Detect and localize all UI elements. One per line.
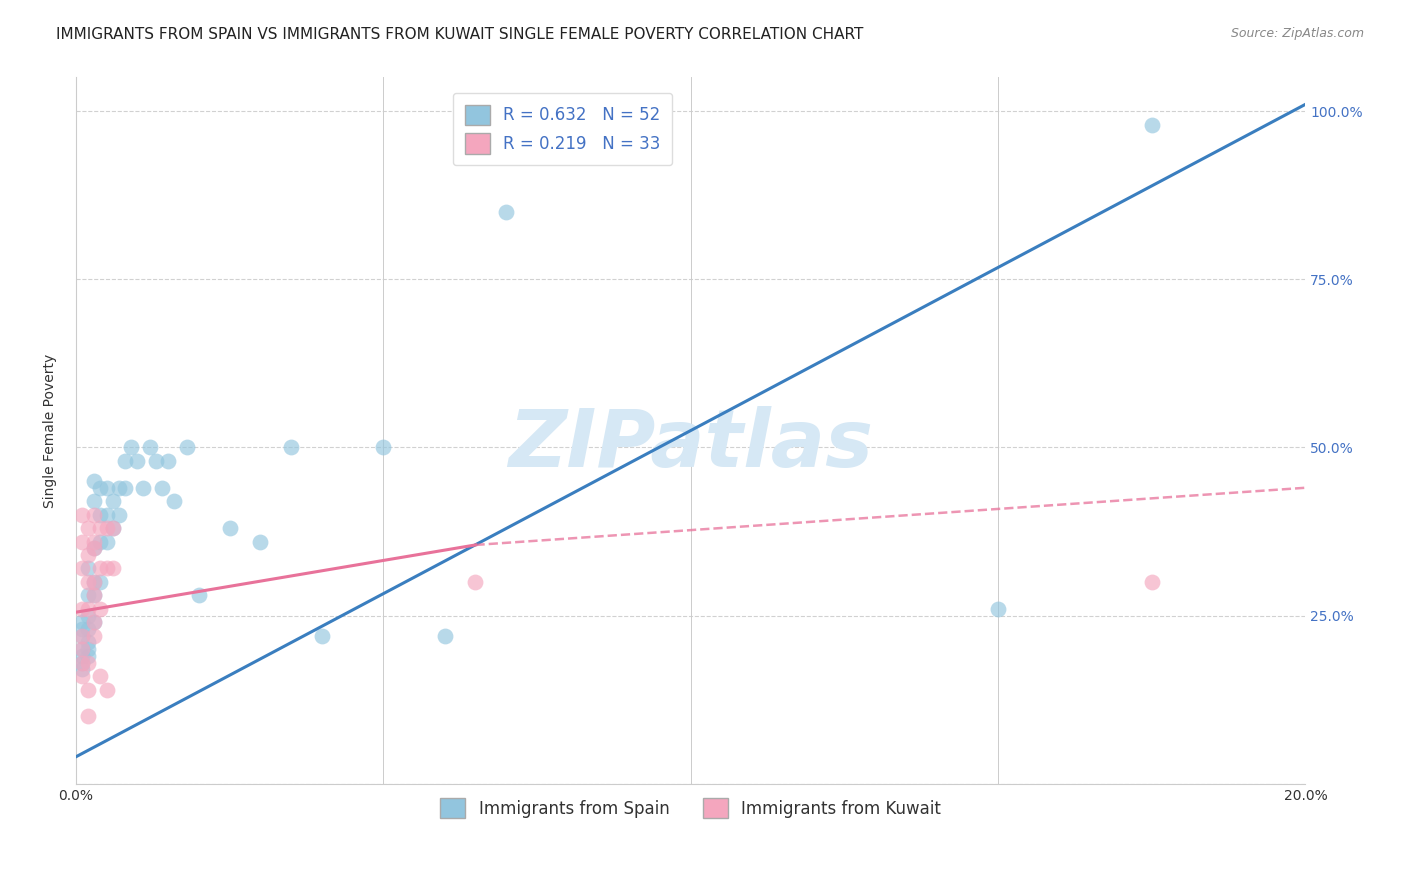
Point	[70, 602, 93, 616]
Point	[311, 629, 333, 643]
Point	[187, 588, 209, 602]
Point	[108, 481, 131, 495]
Point	[77, 608, 100, 623]
Point	[70, 622, 93, 636]
Point	[77, 682, 100, 697]
Point	[495, 205, 517, 219]
Point	[77, 602, 100, 616]
Point	[1140, 118, 1163, 132]
Point	[70, 642, 93, 657]
Point	[83, 588, 105, 602]
Point	[70, 629, 93, 643]
Point	[138, 441, 160, 455]
Point	[89, 508, 111, 522]
Point	[83, 615, 105, 630]
Point	[77, 622, 100, 636]
Point	[464, 574, 486, 589]
Point	[83, 615, 105, 630]
Point	[1140, 574, 1163, 589]
Point	[176, 441, 198, 455]
Point	[96, 508, 118, 522]
Point	[96, 682, 118, 697]
Point	[280, 441, 302, 455]
Point	[70, 561, 93, 575]
Point	[83, 508, 105, 522]
Text: Source: ZipAtlas.com: Source: ZipAtlas.com	[1230, 27, 1364, 40]
Point	[249, 534, 271, 549]
Point	[987, 602, 1010, 616]
Point	[83, 588, 105, 602]
Point	[101, 494, 124, 508]
Point	[77, 648, 100, 663]
Point	[70, 648, 93, 663]
Point	[101, 521, 124, 535]
Point	[83, 494, 105, 508]
Point	[101, 561, 124, 575]
Point	[373, 441, 395, 455]
Point	[70, 615, 93, 630]
Point	[83, 629, 105, 643]
Point	[114, 454, 136, 468]
Point	[132, 481, 155, 495]
Point	[77, 561, 100, 575]
Point	[150, 481, 173, 495]
Point	[96, 521, 118, 535]
Point	[89, 669, 111, 683]
Point	[83, 474, 105, 488]
Point	[77, 709, 100, 723]
Point	[89, 561, 111, 575]
Point	[83, 534, 105, 549]
Point	[83, 541, 105, 556]
Point	[70, 642, 93, 657]
Point	[96, 561, 118, 575]
Point	[89, 481, 111, 495]
Point	[89, 574, 111, 589]
Text: IMMIGRANTS FROM SPAIN VS IMMIGRANTS FROM KUWAIT SINGLE FEMALE POVERTY CORRELATIO: IMMIGRANTS FROM SPAIN VS IMMIGRANTS FROM…	[56, 27, 863, 42]
Point	[83, 574, 105, 589]
Point	[77, 548, 100, 562]
Point	[218, 521, 240, 535]
Point	[77, 574, 100, 589]
Point	[70, 508, 93, 522]
Point	[83, 541, 105, 556]
Point	[89, 602, 111, 616]
Point	[83, 574, 105, 589]
Point	[120, 441, 142, 455]
Point	[70, 669, 93, 683]
Point	[433, 629, 456, 643]
Point	[77, 642, 100, 657]
Point	[96, 534, 118, 549]
Point	[70, 534, 93, 549]
Point	[77, 521, 100, 535]
Point	[70, 662, 93, 676]
Point	[77, 656, 100, 670]
Point	[77, 588, 100, 602]
Point	[145, 454, 167, 468]
Point	[89, 534, 111, 549]
Text: ZIPatlas: ZIPatlas	[508, 406, 873, 483]
Point	[108, 508, 131, 522]
Point	[96, 481, 118, 495]
Point	[70, 656, 93, 670]
Point	[101, 521, 124, 535]
Point	[89, 521, 111, 535]
Point	[157, 454, 180, 468]
Legend: Immigrants from Spain, Immigrants from Kuwait: Immigrants from Spain, Immigrants from K…	[433, 791, 948, 825]
Point	[70, 656, 93, 670]
Point	[114, 481, 136, 495]
Point	[77, 635, 100, 649]
Point	[70, 629, 93, 643]
Y-axis label: Single Female Poverty: Single Female Poverty	[44, 353, 58, 508]
Point	[163, 494, 186, 508]
Point	[127, 454, 149, 468]
